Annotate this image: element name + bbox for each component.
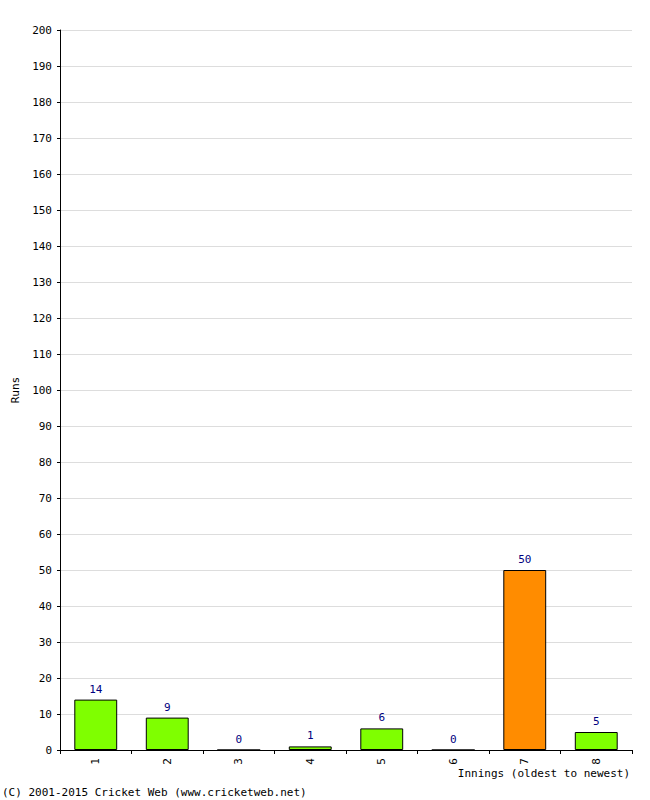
svg-text:100: 100 [32, 384, 52, 397]
svg-text:Innings (oldest to newest): Innings (oldest to newest) [458, 767, 630, 780]
svg-text:10: 10 [39, 708, 52, 721]
svg-text:40: 40 [39, 600, 52, 613]
svg-text:120: 120 [32, 312, 52, 325]
svg-text:110: 110 [32, 348, 52, 361]
svg-text:150: 150 [32, 204, 52, 217]
svg-text:14: 14 [89, 683, 103, 696]
svg-text:70: 70 [39, 492, 52, 505]
svg-text:6: 6 [447, 758, 460, 765]
svg-text:2: 2 [161, 758, 174, 765]
svg-text:(C) 2001-2015 Cricket Web (www: (C) 2001-2015 Cricket Web (www.cricketwe… [2, 786, 307, 799]
svg-text:160: 160 [32, 168, 52, 181]
svg-text:5: 5 [593, 715, 600, 728]
svg-text:1: 1 [89, 758, 102, 765]
svg-text:180: 180 [32, 96, 52, 109]
svg-text:200: 200 [32, 24, 52, 37]
svg-text:7: 7 [518, 758, 531, 765]
svg-text:0: 0 [45, 744, 52, 757]
svg-text:3: 3 [232, 758, 245, 765]
svg-text:Runs: Runs [9, 377, 22, 404]
svg-text:20: 20 [39, 672, 52, 685]
svg-text:50: 50 [518, 553, 531, 566]
svg-text:170: 170 [32, 132, 52, 145]
svg-text:30: 30 [39, 636, 52, 649]
svg-text:5: 5 [375, 758, 388, 765]
svg-text:90: 90 [39, 420, 52, 433]
svg-text:1: 1 [307, 729, 314, 742]
svg-text:8: 8 [590, 758, 603, 765]
svg-text:0: 0 [450, 733, 457, 746]
svg-text:6: 6 [378, 711, 385, 724]
svg-text:50: 50 [39, 564, 52, 577]
svg-text:190: 190 [32, 60, 52, 73]
svg-text:0: 0 [235, 733, 242, 746]
svg-text:80: 80 [39, 456, 52, 469]
svg-text:4: 4 [304, 758, 317, 765]
svg-text:130: 130 [32, 276, 52, 289]
svg-text:60: 60 [39, 528, 52, 541]
svg-text:9: 9 [164, 701, 171, 714]
svg-text:140: 140 [32, 240, 52, 253]
